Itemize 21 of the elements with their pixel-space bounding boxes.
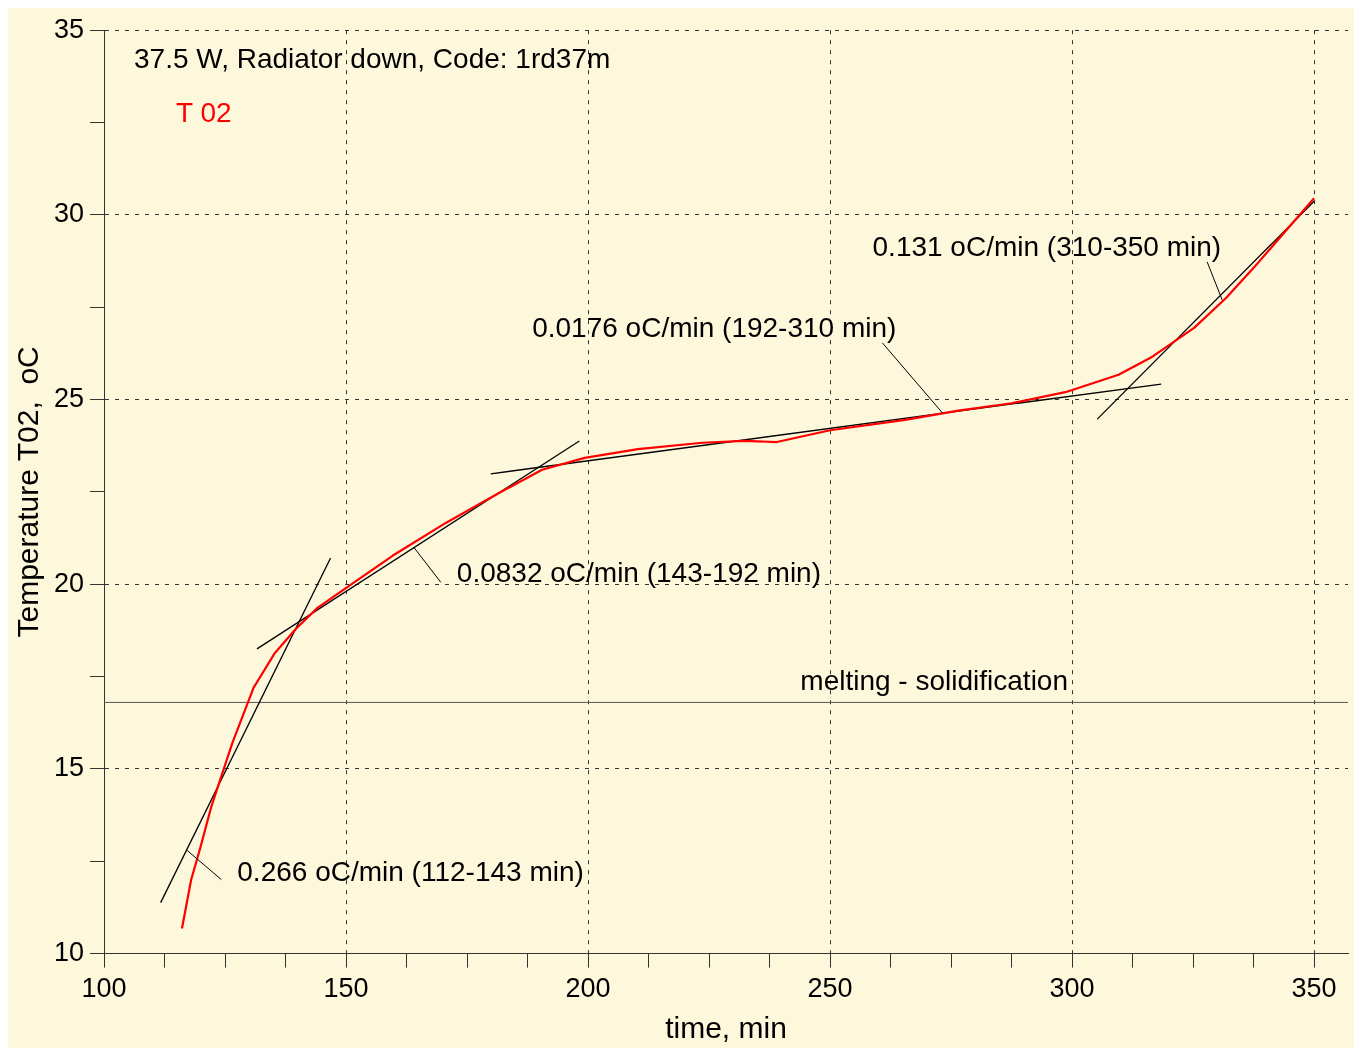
- y-tick-label: 15: [53, 752, 85, 783]
- y-tick-label: 30: [53, 198, 85, 229]
- y-tick-label: 35: [53, 13, 85, 44]
- y-tick-label: 10: [53, 937, 85, 968]
- x-tick-label: 100: [81, 973, 127, 1004]
- annotation: 37.5 W, Radiator down, Code: 1rd37m: [134, 42, 611, 74]
- x-tick-label: 200: [565, 973, 611, 1004]
- x-axis-title: time, min: [665, 1011, 787, 1045]
- x-tick-label: 150: [323, 973, 369, 1004]
- y-tick-label: 20: [53, 567, 85, 598]
- annotation: 0.266 oC/min (112-143 min): [237, 856, 584, 888]
- x-tick-label: 350: [1291, 973, 1337, 1004]
- y-axis-title: Temperature T02, oC: [11, 346, 45, 638]
- x-tick-label: 250: [807, 973, 853, 1004]
- ref-line-label: melting - solidification: [800, 665, 1068, 697]
- x-tick-label: 300: [1049, 973, 1095, 1004]
- annotation: 0.0176 oC/min (192-310 min): [532, 311, 897, 343]
- annotation: 0.131 oC/min (310-350 min): [872, 230, 1222, 262]
- text: T 02: [176, 96, 232, 128]
- y-tick-label: 25: [53, 383, 85, 414]
- annotation: 0.0832 oC/min (143-192 min): [456, 557, 822, 589]
